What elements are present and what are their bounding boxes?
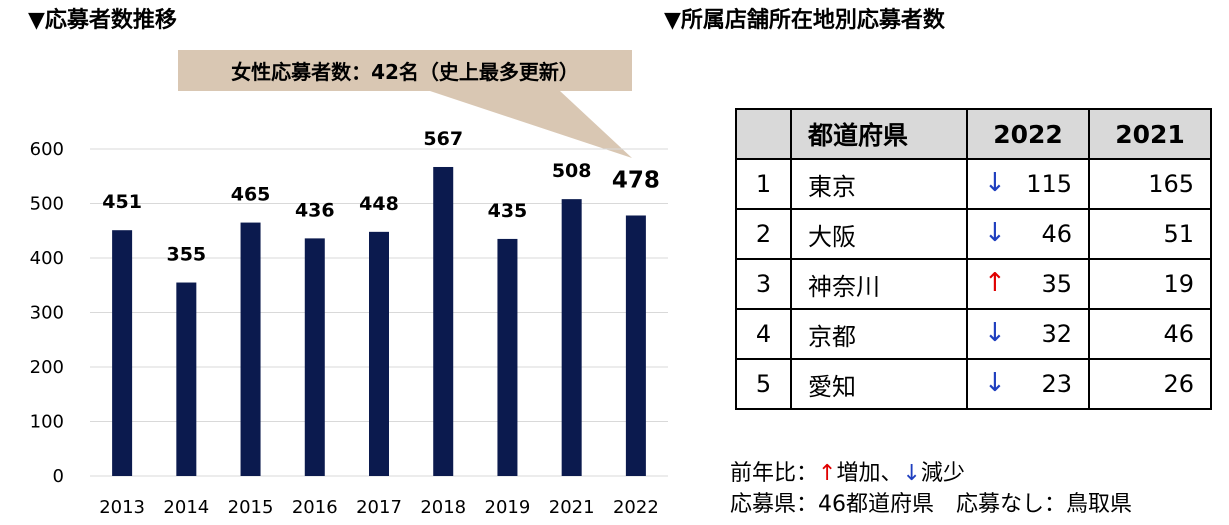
x-tick-label: 2021 [549, 497, 595, 518]
data-label: 465 [231, 184, 271, 206]
rank-cell: 3 [735, 258, 792, 310]
data-label: 436 [295, 199, 335, 221]
value-2022: 46 [1041, 220, 1072, 248]
x-tick-label: 2014 [163, 497, 209, 518]
value-2021-cell: 46 [1088, 308, 1212, 360]
value-2022: 115 [1026, 170, 1072, 198]
value-2022: 35 [1041, 270, 1072, 298]
data-label: 355 [166, 244, 206, 266]
y-tick-label: 500 [30, 194, 64, 215]
x-tick-label: 2013 [99, 497, 145, 518]
prefecture-cell: 京都 [790, 308, 968, 360]
bar [433, 166, 454, 477]
note-up-label: 増加、 [836, 461, 903, 486]
bar [369, 231, 389, 476]
prefecture-cell: 愛知 [790, 358, 968, 410]
header-2021: 2021 [1088, 108, 1212, 160]
down-arrow-icon: ↓ [984, 318, 1006, 348]
bar-chart: 0 100 200 300 400 500 600 451 2013 355 2014 465 2015… [30, 128, 668, 518]
x-tick-label: 2019 [485, 497, 531, 518]
rank-cell: 5 [735, 358, 792, 410]
legend-note: 前年比：↑増加、↓減少 [730, 455, 965, 487]
up-arrow-icon: ↑ [818, 461, 837, 486]
table-heading: ▼所属店舗所在地別応募者数 [664, 8, 945, 33]
value-2021-cell: 51 [1088, 208, 1212, 260]
header-2022: 2022 [966, 108, 1090, 160]
bar [625, 215, 646, 477]
y-tick-label: 600 [30, 139, 64, 160]
y-tick-label: 300 [30, 303, 64, 324]
bar [112, 230, 133, 476]
callout-text: 女性応募者数：42名（史上最多更新） [231, 60, 579, 84]
value-2021-cell: 165 [1088, 158, 1212, 210]
rank-cell: 4 [735, 308, 792, 360]
y-tick-label: 100 [30, 412, 64, 433]
bar [304, 238, 325, 476]
value-2022-cell: ↓ 46 [966, 208, 1090, 260]
value-2022: 32 [1041, 320, 1072, 348]
down-arrow-icon: ↓ [984, 218, 1006, 248]
prefecture-cell: 東京 [790, 158, 968, 210]
note-down-label: 減少 [920, 461, 965, 486]
down-arrow-icon: ↓ [902, 461, 921, 486]
bar [497, 238, 518, 476]
header-prefecture: 都道府県 [790, 108, 968, 160]
data-label: 508 [552, 160, 592, 182]
prefecture-cell: 神奈川 [790, 258, 968, 310]
prefecture-cell: 大阪 [790, 208, 968, 260]
value-2022: 23 [1041, 370, 1072, 398]
bar [561, 199, 582, 476]
table-row: 4 京都 ↓ 32 46 [735, 308, 1212, 360]
x-tick-label: 2017 [356, 497, 402, 518]
x-tick-label: 2022 [613, 497, 659, 518]
value-2022-cell: ↓ 23 [966, 358, 1090, 410]
x-tick-label: 2016 [292, 497, 338, 518]
table-row: 2 大阪 ↓ 46 51 [735, 208, 1212, 260]
value-2021-cell: 26 [1088, 358, 1212, 410]
value-2022-cell: ↓ 115 [966, 158, 1090, 210]
callout-box: 女性応募者数：42名（史上最多更新） [178, 50, 632, 91]
value-2021-cell: 19 [1088, 258, 1212, 310]
table-row: 1 東京 ↓ 115 165 [735, 158, 1212, 210]
data-label: 567 [423, 128, 463, 150]
prefecture-table: 都道府県 2022 2021 1 東京 ↓ 115 165 2 大阪 ↓ 46 51 3 神奈川 ↑ 35… [735, 108, 1212, 410]
value-2022-cell: ↓ 32 [966, 308, 1090, 360]
bar [240, 222, 261, 476]
coverage-note: 応募県：46都道府県 応募なし：鳥取県 [730, 492, 1132, 517]
header-rank [735, 108, 792, 160]
up-arrow-icon: ↑ [984, 268, 1006, 298]
down-arrow-icon: ↓ [984, 368, 1006, 398]
down-arrow-icon: ↓ [984, 168, 1006, 198]
value-2022-cell: ↑ 35 [966, 258, 1090, 310]
bar [176, 282, 197, 476]
y-tick-label: 400 [30, 248, 64, 269]
table-row: 5 愛知 ↓ 23 26 [735, 358, 1212, 410]
data-label: 448 [359, 193, 399, 215]
chart-heading: ▼応募者数推移 [28, 8, 177, 33]
x-tick-label: 2015 [228, 497, 274, 518]
rank-cell: 2 [735, 208, 792, 260]
data-label: 435 [488, 200, 528, 222]
data-label: 478 [612, 167, 660, 193]
y-tick-label: 200 [30, 357, 64, 378]
y-tick-label: 0 [53, 466, 64, 487]
table-header-row: 都道府県 2022 2021 [735, 108, 1212, 160]
x-tick-label: 2018 [420, 497, 466, 518]
note-prefix: 前年比： [730, 461, 819, 486]
data-label: 451 [102, 191, 142, 213]
rank-cell: 1 [735, 158, 792, 210]
table-row: 3 神奈川 ↑ 35 19 [735, 258, 1212, 310]
